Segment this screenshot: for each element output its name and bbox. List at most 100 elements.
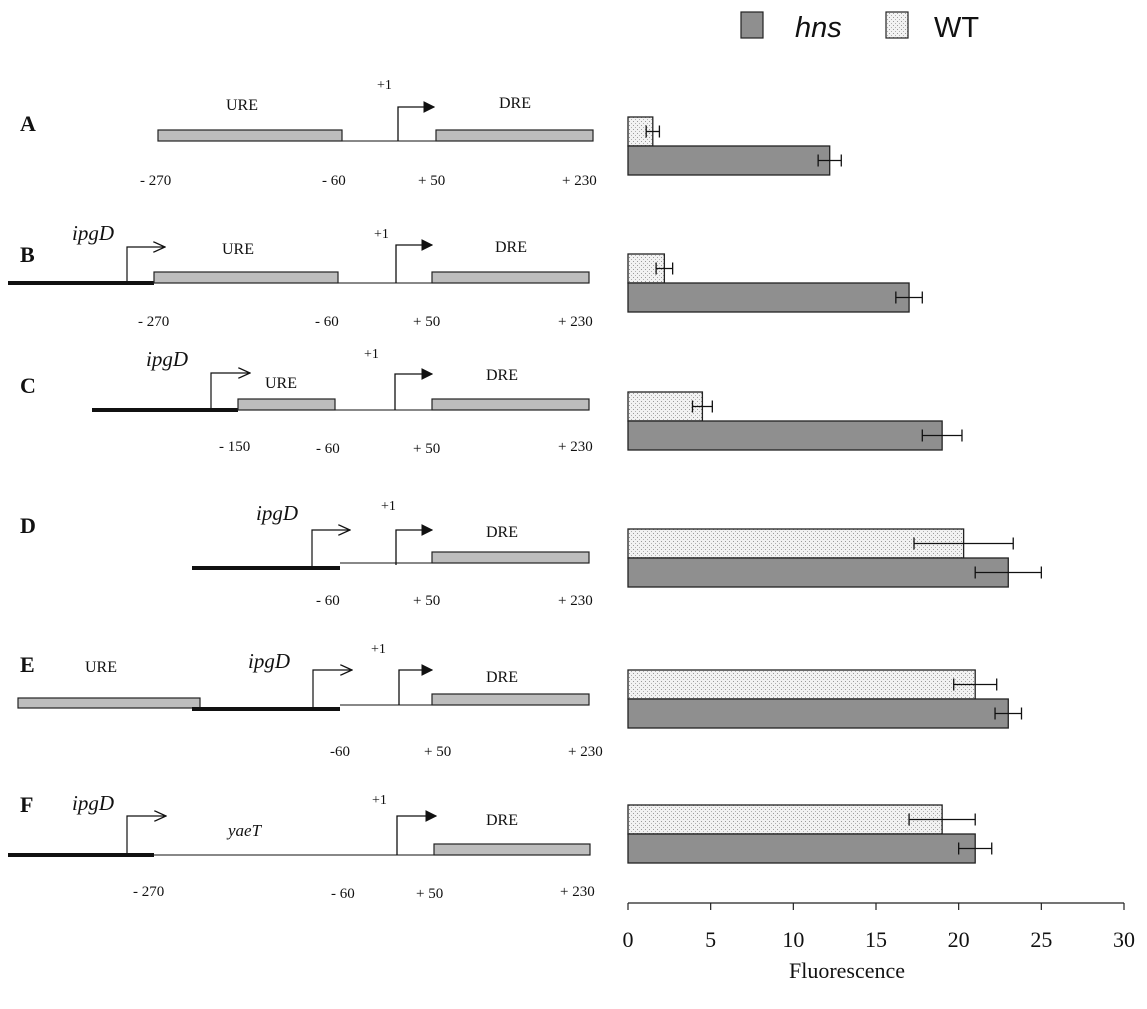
bar-wt-e [627,669,976,700]
dre-label: DRE [486,367,518,384]
x-tick-label: 20 [948,927,970,952]
tss-arrow [395,524,434,565]
dre-label: DRE [486,812,518,829]
position-label: - 270 [138,314,169,330]
construct-label: D [20,513,36,538]
ure-label: URE [222,241,254,258]
ure-region [17,697,201,709]
promoter-arrow [311,530,350,566]
tss-label: +1 [374,227,389,242]
position-label: + 50 [418,173,445,189]
dre-label: DRE [486,669,518,686]
promoter-arrow [126,247,165,283]
dre-region [431,551,590,564]
dre-region [431,398,590,411]
construct-label: E [20,652,35,677]
construct-b: B URE DRE ipgD +1 - 270 - 60 + 50 + 230 [8,221,593,330]
dre-label: DRE [499,95,531,112]
bar-wt-d [627,528,965,559]
position-label: + 230 [560,884,595,900]
dre-region [433,843,591,856]
position-label: - 270 [133,884,164,900]
legend-swatch-wt [885,11,909,39]
position-label: - 60 [316,441,340,457]
legend-label-wt: WT [934,12,979,44]
promoter-label: ipgD [146,347,188,371]
legend: hns WT [740,11,979,44]
tss-label: +1 [381,499,396,514]
position-label: + 230 [558,314,593,330]
position-label: + 50 [413,441,440,457]
position-label: + 230 [568,744,603,760]
ure-region [237,398,336,411]
position-label: + 50 [413,314,440,330]
dre-region [431,693,590,706]
tss-arrow [398,664,434,705]
position-label: + 50 [424,744,451,760]
dre-region [431,271,590,284]
legend-label-hns: hns [795,12,842,44]
x-tick-label: 0 [623,927,634,952]
construct-label: C [20,373,36,398]
position-label: + 230 [558,593,593,609]
position-label: + 230 [558,439,593,455]
bar-wt-b [627,253,666,284]
construct-f: F DRE yaeT ipgD +1 - 270 - 60 + 50 + 230 [8,791,595,902]
x-axis-label: Fluorescence [789,958,905,983]
tss-arrow [394,368,434,410]
tss-arrow [397,101,436,141]
position-label: - 60 [316,593,340,609]
construct-label: B [20,242,35,267]
bar-wt-c [627,391,704,422]
bar-hns-c [627,420,943,451]
bar-wt-f [627,804,943,835]
construct-a: A URE DRE +1 - 270 - 60 + 50 + 230 [20,78,597,189]
ure-label: URE [265,375,297,392]
gene-label: yaeT [226,821,263,840]
tss-label: +1 [372,793,387,808]
x-tick-label: 25 [1030,927,1052,952]
promoter-label: ipgD [72,221,114,245]
construct-label: A [20,111,36,136]
promoter-label: ipgD [248,649,290,673]
tss-label: +1 [371,642,386,657]
bar-hns-f [627,833,976,864]
position-label: + 230 [562,173,597,189]
promoter-arrow [126,816,166,853]
dre-label: DRE [486,524,518,541]
bar-hns-e [627,698,1009,729]
bar-hns-a [627,145,831,176]
promoter-label: ipgD [256,501,298,525]
tss-label: +1 [364,347,379,362]
construct-c: C URE DRE ipgD +1 - 150 - 60 + 50 + 230 [20,347,593,457]
tss-arrow [396,810,438,855]
promoter-label: ipgD [72,791,114,815]
ure-label: URE [226,97,258,114]
x-tick-label: 5 [705,927,716,952]
bar-hns-b [627,282,910,313]
tss-arrow [395,239,434,283]
construct-label: F [20,792,33,817]
position-label: + 50 [416,886,443,902]
ure-region [153,271,339,284]
position-label: - 270 [140,173,171,189]
position-label: -60 [330,744,350,760]
promoter-arrow [312,670,352,708]
position-label: - 150 [219,439,250,455]
ure-label: URE [85,659,117,676]
dre-region [435,129,594,142]
position-label: - 60 [331,886,355,902]
x-tick-label: 30 [1113,927,1135,952]
construct-d: D DRE ipgD +1 - 60 + 50 + 230 [20,499,593,609]
bar-hns-d [627,557,1009,588]
fluorescence-bar-chart: 0 5 10 15 20 25 30 [623,116,1135,952]
tss-label: +1 [377,78,392,93]
x-tick-label: 15 [865,927,887,952]
ure-region [157,129,343,142]
construct-e: E URE DRE ipgD +1 -60 + 50 + 230 [17,642,603,760]
x-tick-label: 10 [782,927,804,952]
dre-label: DRE [495,239,527,256]
legend-swatch-hns [740,11,764,39]
